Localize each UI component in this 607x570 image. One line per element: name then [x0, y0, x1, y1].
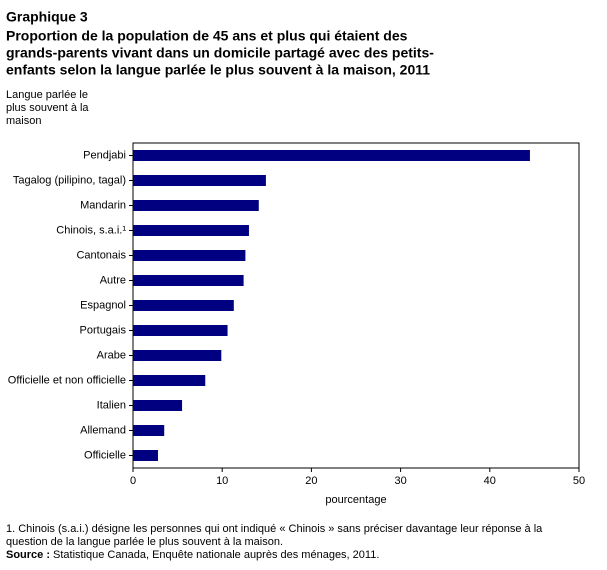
bar [133, 175, 266, 186]
chart-title: grands-parents vivant dans un domicile p… [6, 45, 434, 61]
y-tick-label: Mandarin [80, 199, 126, 211]
chart-title: Proportion de la population de 45 ans et… [6, 28, 408, 44]
y-tick-label: Officielle [84, 449, 126, 461]
bar [133, 450, 158, 461]
y-axis-label: Langue parlée le [6, 89, 88, 101]
bar [133, 250, 246, 261]
chart-title: enfants selon la langue parlée le plus s… [6, 62, 430, 78]
source-label: Source : [6, 549, 50, 561]
x-axis-label: pourcentage [325, 494, 386, 506]
supertitle: Graphique 3 [6, 9, 88, 25]
y-tick-label: Officielle et non officielle [8, 374, 126, 386]
y-tick-label: Italien [97, 399, 126, 411]
y-tick-label: Espagnol [80, 299, 126, 311]
y-tick-label: Allemand [80, 424, 126, 436]
y-tick-label: Cantonais [76, 249, 126, 261]
x-tick-label: 0 [130, 475, 136, 487]
y-axis-label: plus souvent à la [6, 102, 89, 114]
y-tick-label: Chinois, s.a.i.¹ [56, 224, 126, 236]
bar [133, 375, 206, 386]
x-tick-label: 20 [305, 475, 317, 487]
bar [133, 325, 228, 336]
x-tick-label: 10 [216, 475, 228, 487]
bar [133, 300, 234, 311]
bar [133, 150, 530, 161]
footnote: question de la langue parlée le plus sou… [6, 536, 283, 548]
y-tick-label: Arabe [97, 349, 126, 361]
bar [133, 200, 259, 211]
bar [133, 225, 249, 236]
x-tick-label: 40 [484, 475, 496, 487]
footnote: 1. Chinois (s.a.i.) désigne les personne… [6, 523, 543, 535]
x-tick-label: 30 [394, 475, 406, 487]
y-tick-label: Portugais [80, 324, 127, 336]
bar [133, 350, 222, 361]
y-tick-label: Pendjabi [83, 149, 126, 161]
source: Source : Statistique Canada, Enquête nati… [6, 549, 379, 561]
y-axis-label: maison [6, 115, 41, 127]
bar [133, 275, 244, 286]
bar [133, 425, 165, 436]
y-tick-label: Autre [100, 274, 126, 286]
source-text: Statistique Canada, Enquête nationale au… [53, 549, 379, 561]
y-tick-label: Tagalog (pilipino, tagal) [13, 174, 126, 186]
x-tick-label: 50 [573, 475, 585, 487]
bar [133, 400, 183, 411]
